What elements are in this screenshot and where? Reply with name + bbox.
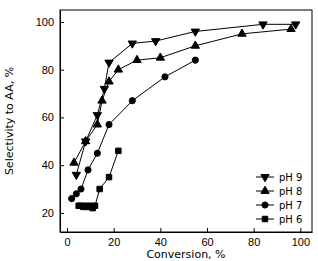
x-tick-mark bbox=[160, 228, 161, 232]
x-tick-label: 0 bbox=[64, 236, 70, 248]
y-tick-label: 40 bbox=[42, 159, 54, 171]
series-marker bbox=[287, 24, 295, 31]
series-line bbox=[76, 24, 295, 174]
y-tick-label: 60 bbox=[42, 111, 54, 123]
marks bbox=[69, 22, 300, 211]
series-marker bbox=[191, 29, 199, 36]
x-tick: 60 bbox=[201, 228, 213, 248]
y-tick: 20 bbox=[42, 207, 64, 219]
chart: 0 20 40 60 80 100 20 40 60 80 100 pH 9 pH 8 pH 7 pH 6 C… bbox=[0, 0, 318, 261]
series-marker bbox=[128, 41, 136, 48]
y-axis: 20 40 60 80 100 bbox=[36, 11, 64, 233]
series-line bbox=[79, 151, 119, 208]
series-marker bbox=[152, 39, 160, 46]
x-tick: 100 bbox=[292, 228, 310, 248]
legend-entry: pH 9 bbox=[256, 172, 302, 183]
y-tick: 60 bbox=[42, 111, 64, 123]
series-marker bbox=[70, 158, 78, 165]
y-tick: 100 bbox=[36, 16, 64, 28]
x-tick-mark bbox=[254, 228, 255, 232]
legend-entry: pH 7 bbox=[256, 200, 302, 211]
legend-marker bbox=[262, 202, 268, 208]
y-tick-mark bbox=[60, 117, 64, 118]
y-tick: 80 bbox=[42, 64, 64, 76]
x-axis-title: Conversion, % bbox=[146, 248, 225, 261]
y-tick-label: 100 bbox=[36, 16, 54, 28]
series-marker bbox=[133, 55, 141, 62]
series-marker bbox=[72, 172, 80, 179]
series-marker bbox=[238, 29, 246, 36]
x-tick-label: 40 bbox=[155, 236, 167, 248]
y-tick-mark bbox=[60, 213, 64, 214]
legend-entry: pH 8 bbox=[256, 186, 302, 197]
series-marker bbox=[129, 98, 135, 104]
x-tick: 20 bbox=[108, 228, 120, 248]
x-tick-mark bbox=[67, 228, 68, 232]
series-marker bbox=[105, 77, 113, 84]
series-marker bbox=[93, 113, 101, 120]
legend-marker bbox=[261, 175, 269, 182]
x-tick: 40 bbox=[155, 228, 167, 248]
series-marker bbox=[156, 53, 164, 60]
x-tick-label: 60 bbox=[201, 236, 213, 248]
x-tick-label: 100 bbox=[292, 236, 310, 248]
series-line bbox=[74, 29, 291, 163]
legend-label: pH 7 bbox=[279, 200, 302, 211]
x-tick: 0 bbox=[64, 228, 70, 248]
series-marker bbox=[105, 60, 113, 67]
legend-marker bbox=[262, 216, 267, 221]
series-marker bbox=[82, 136, 90, 143]
plot-frame bbox=[60, 10, 312, 232]
x-tick-label: 20 bbox=[108, 236, 120, 248]
x-axis-line bbox=[61, 232, 313, 233]
series-marker bbox=[97, 186, 102, 191]
series-marker bbox=[94, 150, 100, 156]
legend-label: pH 9 bbox=[279, 172, 302, 183]
legend-entry: pH 6 bbox=[256, 214, 302, 225]
series-marker bbox=[192, 57, 198, 63]
legend-marker bbox=[261, 186, 269, 193]
y-tick: 40 bbox=[42, 159, 64, 171]
series-marker bbox=[259, 22, 267, 29]
series-marker bbox=[116, 148, 121, 153]
series-marker bbox=[78, 186, 84, 192]
y-axis-title: Selectivity to AA, % bbox=[3, 67, 16, 175]
x-tick-mark bbox=[300, 228, 301, 232]
series-marker bbox=[106, 121, 112, 127]
y-tick-mark bbox=[60, 70, 64, 71]
series-marker bbox=[98, 96, 106, 103]
series-line bbox=[72, 60, 196, 198]
series-marker bbox=[92, 203, 97, 208]
x-axis: 0 20 40 60 80 100 bbox=[61, 228, 313, 248]
series-marker bbox=[85, 167, 91, 173]
y-tick-mark bbox=[60, 22, 64, 23]
series-marker bbox=[191, 41, 199, 48]
legend: pH 9 pH 8 pH 7 pH 6 bbox=[256, 172, 302, 225]
series-marker bbox=[114, 65, 122, 72]
x-tick-mark bbox=[114, 228, 115, 232]
legend-label: pH 8 bbox=[279, 186, 302, 197]
plot: 0 20 40 60 80 100 20 40 60 80 100 pH 9 pH 8 pH 7 pH 6 bbox=[36, 10, 313, 248]
x-tick: 80 bbox=[248, 228, 260, 248]
series-marker bbox=[106, 174, 111, 179]
x-tick-label: 80 bbox=[248, 236, 260, 248]
series-marker bbox=[162, 74, 168, 80]
y-axis-line bbox=[60, 11, 61, 233]
x-tick-mark bbox=[207, 228, 208, 232]
y-tick-mark bbox=[60, 165, 64, 166]
series-marker bbox=[93, 120, 101, 127]
y-tick-label: 20 bbox=[42, 207, 54, 219]
y-tick-label: 80 bbox=[42, 64, 54, 76]
legend-label: pH 6 bbox=[279, 214, 302, 225]
